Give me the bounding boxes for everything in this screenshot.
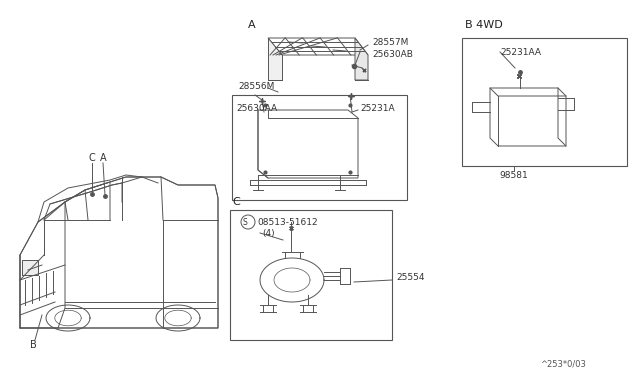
Polygon shape xyxy=(355,38,368,80)
Text: B: B xyxy=(30,340,36,350)
Text: 25630AA: 25630AA xyxy=(236,103,277,112)
Polygon shape xyxy=(22,260,38,275)
Text: 28556M: 28556M xyxy=(238,81,275,90)
Text: 25231A: 25231A xyxy=(360,103,395,112)
Text: 28557M: 28557M xyxy=(372,38,408,46)
Text: S: S xyxy=(243,218,248,227)
Text: C: C xyxy=(232,197,240,207)
Text: 25554: 25554 xyxy=(396,273,424,282)
Text: B 4WD: B 4WD xyxy=(465,20,503,30)
Text: A: A xyxy=(248,20,255,30)
Polygon shape xyxy=(268,38,282,80)
Bar xyxy=(462,38,627,166)
Text: (4): (4) xyxy=(262,228,275,237)
Text: 25630AB: 25630AB xyxy=(372,49,413,58)
Bar xyxy=(230,210,392,340)
Polygon shape xyxy=(20,177,218,328)
Text: 98581: 98581 xyxy=(500,170,529,180)
Text: C: C xyxy=(88,153,95,163)
Polygon shape xyxy=(258,110,358,178)
Text: A: A xyxy=(100,153,106,163)
Polygon shape xyxy=(268,38,368,55)
Bar xyxy=(232,95,407,200)
Text: 08513-51612: 08513-51612 xyxy=(257,218,317,227)
Polygon shape xyxy=(490,88,566,146)
Text: ^253*0/03: ^253*0/03 xyxy=(540,359,586,369)
Text: 25231AA: 25231AA xyxy=(500,48,541,57)
